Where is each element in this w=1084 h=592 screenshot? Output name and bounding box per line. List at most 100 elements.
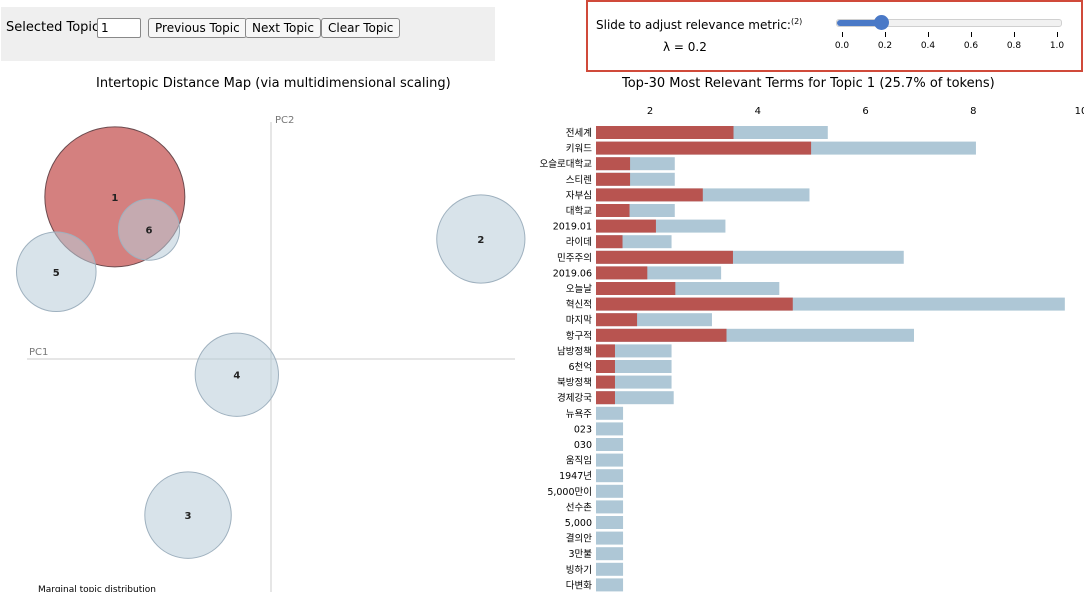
term-label[interactable]: 마지막 bbox=[566, 315, 592, 326]
topic-frequency-bar[interactable] bbox=[596, 157, 631, 171]
term-label[interactable]: 전세계 bbox=[566, 127, 592, 139]
term-label[interactable]: 오늘날 bbox=[566, 284, 592, 295]
term-label[interactable]: 다변화 bbox=[566, 580, 592, 591]
term-label[interactable]: 경제강국 bbox=[557, 392, 592, 404]
term-label[interactable]: 혁신적 bbox=[566, 299, 592, 311]
overall-frequency-bar[interactable] bbox=[596, 484, 624, 498]
term-label[interactable]: 키워드 bbox=[566, 144, 592, 155]
topic-circle-5[interactable] bbox=[15, 231, 97, 313]
topic-frequency-bar[interactable] bbox=[596, 141, 812, 155]
topic-frequency-bar[interactable] bbox=[596, 250, 733, 264]
topic-frequency-bar[interactable] bbox=[596, 313, 638, 327]
term-label[interactable]: 남방정책 bbox=[557, 346, 592, 357]
term-label[interactable]: 빙하기 bbox=[566, 564, 592, 576]
overall-frequency-bar[interactable] bbox=[596, 438, 624, 451]
topic-label-3: 3 bbox=[185, 511, 192, 522]
overall-frequency-bar[interactable] bbox=[596, 391, 674, 405]
slider-tick bbox=[1014, 32, 1015, 37]
topic-label-1: 1 bbox=[111, 193, 118, 204]
topic-frequency-bar[interactable] bbox=[596, 297, 793, 311]
slider-tick bbox=[971, 32, 972, 37]
overall-frequency-bar[interactable] bbox=[596, 422, 624, 436]
overall-frequency-bar[interactable] bbox=[596, 547, 624, 561]
slider-thumb[interactable] bbox=[873, 15, 889, 30]
topic-frequency-bar[interactable] bbox=[596, 282, 676, 295]
x-tick-label: 10 bbox=[1075, 106, 1084, 117]
selected-topic-label: Selected Topic: bbox=[6, 20, 104, 35]
next-topic-button[interactable]: Next Topic bbox=[245, 18, 321, 38]
term-label[interactable]: 결의안 bbox=[566, 534, 592, 545]
topic-frequency-bar[interactable] bbox=[596, 235, 623, 249]
relevance-panel: Slide to adjust relevance metric:(2) λ =… bbox=[586, 0, 1083, 72]
overall-frequency-bar[interactable] bbox=[596, 516, 624, 529]
x-tick-label: 6 bbox=[862, 106, 868, 117]
term-label[interactable]: 선수촌 bbox=[566, 502, 592, 513]
slider-tick-label: 0.2 bbox=[877, 41, 893, 51]
term-label[interactable]: 민주주의 bbox=[557, 253, 592, 264]
slider-tick-label: 1.0 bbox=[1049, 41, 1065, 51]
term-label[interactable]: 자부심 bbox=[566, 190, 592, 201]
term-label[interactable]: 대학교 bbox=[566, 206, 592, 217]
clear-topic-button[interactable]: Clear Topic bbox=[321, 18, 401, 38]
topic-circle-4[interactable] bbox=[194, 332, 279, 417]
slider-tick-label: 0.8 bbox=[1006, 41, 1022, 51]
term-label[interactable]: 스티렌 bbox=[566, 175, 592, 186]
marginal-distribution-label: Marginal topic distribution bbox=[38, 585, 156, 592]
slider-tick bbox=[1057, 32, 1058, 37]
topic-circle-2[interactable] bbox=[436, 194, 526, 284]
term-label[interactable]: 뉴욕주 bbox=[566, 409, 592, 420]
term-label[interactable]: 오슬로대학교 bbox=[540, 159, 593, 170]
overall-frequency-bar[interactable] bbox=[596, 453, 624, 467]
pc2-axis-label: PC2 bbox=[275, 115, 294, 126]
slider-fill bbox=[837, 20, 882, 26]
term-label[interactable]: 030 bbox=[574, 440, 592, 451]
relevance-footnote: (2) bbox=[790, 17, 803, 26]
slider-tick-label: 0.6 bbox=[963, 41, 979, 51]
slider-tick-label: 0.4 bbox=[920, 41, 936, 51]
topic-frequency-bar[interactable] bbox=[596, 360, 615, 373]
overall-frequency-bar[interactable] bbox=[596, 531, 624, 545]
x-tick-label: 2 bbox=[647, 106, 653, 117]
overall-frequency-bar[interactable] bbox=[596, 562, 624, 576]
topic-frequency-bar[interactable] bbox=[596, 328, 727, 342]
term-label[interactable]: 3만불 bbox=[568, 549, 592, 560]
topic-frequency-bar[interactable] bbox=[596, 266, 648, 280]
topic-frequency-bar[interactable] bbox=[596, 219, 656, 233]
selected-topic-input[interactable] bbox=[97, 18, 141, 38]
overall-frequency-bar[interactable] bbox=[596, 578, 624, 592]
term-label[interactable]: 2019.01 bbox=[553, 222, 592, 233]
term-label[interactable]: 6천억 bbox=[568, 361, 592, 373]
x-tick-label: 8 bbox=[970, 106, 976, 117]
term-label[interactable]: 라이데 bbox=[566, 237, 592, 248]
topic-frequency-bar[interactable] bbox=[596, 375, 615, 389]
overall-frequency-bar[interactable] bbox=[596, 406, 624, 420]
topic-circle-6[interactable] bbox=[117, 198, 181, 261]
term-label[interactable]: 5,000 bbox=[565, 518, 592, 529]
overall-frequency-bar[interactable] bbox=[596, 469, 624, 483]
lambda-value: λ = 0.2 bbox=[663, 40, 707, 54]
term-label[interactable]: 움직임 bbox=[566, 455, 592, 467]
slider-tick bbox=[842, 32, 843, 37]
topic-frequency-bar[interactable] bbox=[596, 204, 630, 217]
term-label[interactable]: 2019.06 bbox=[553, 268, 592, 279]
topic-frequency-bar[interactable] bbox=[596, 172, 631, 186]
topic-controls: Selected Topic: Previous Topic Next Topi… bbox=[1, 7, 495, 61]
relevance-slider[interactable] bbox=[836, 15, 1062, 30]
overall-frequency-bar[interactable] bbox=[596, 500, 624, 514]
distance-map-title: Intertopic Distance Map (via multidimens… bbox=[96, 76, 451, 91]
slider-tick bbox=[928, 32, 929, 37]
topic-frequency-bar[interactable] bbox=[596, 344, 615, 358]
term-label[interactable]: 항구적 bbox=[566, 330, 592, 342]
topic-frequency-bar[interactable] bbox=[596, 391, 615, 405]
term-label[interactable]: 1947년 bbox=[559, 471, 592, 482]
term-label[interactable]: 023 bbox=[574, 424, 592, 435]
term-label[interactable]: 북방정책 bbox=[557, 378, 592, 389]
term-label[interactable]: 5,000만이 bbox=[547, 487, 592, 498]
intertopic-distance-map: PC1 PC2 1 2 3 4 5 6 Marginal topic distribution bbox=[15, 115, 526, 592]
topic-label-6: 6 bbox=[146, 226, 153, 237]
previous-topic-button[interactable]: Previous Topic bbox=[148, 18, 247, 38]
topic-circle-3[interactable] bbox=[144, 471, 232, 559]
topic-frequency-bar[interactable] bbox=[596, 126, 734, 139]
topic-frequency-bar[interactable] bbox=[596, 188, 703, 202]
